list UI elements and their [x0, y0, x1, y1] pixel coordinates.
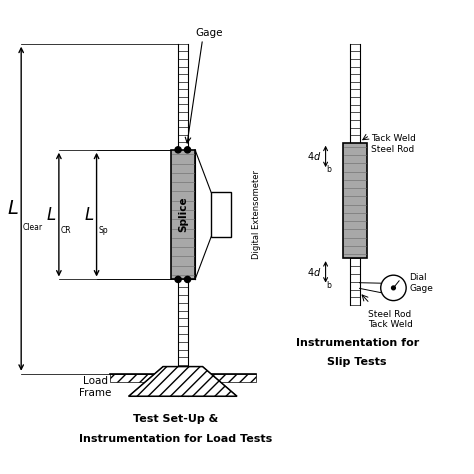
Text: Digital Extensometer: Digital Extensometer	[252, 170, 261, 259]
Bar	[343, 143, 367, 258]
Bar	[211, 192, 231, 237]
Text: Gage: Gage	[195, 28, 222, 38]
Circle shape	[184, 276, 191, 283]
Text: $\mathit{L}$: $\mathit{L}$	[46, 206, 56, 224]
Text: Clear: Clear	[23, 223, 43, 232]
Text: Splice: Splice	[178, 197, 188, 232]
Polygon shape	[128, 366, 237, 396]
Text: Load
Frame: Load Frame	[80, 376, 112, 398]
Circle shape	[184, 147, 191, 153]
Text: $\mathit{L}$: $\mathit{L}$	[7, 199, 19, 218]
Text: Tack Weld
Steel Rod: Tack Weld Steel Rod	[371, 134, 416, 154]
Text: Steel Rod
Tack Weld: Steel Rod Tack Weld	[368, 310, 413, 329]
Circle shape	[392, 286, 395, 290]
Text: Instrumentation for: Instrumentation for	[295, 338, 419, 348]
Text: Slip Tests: Slip Tests	[328, 357, 387, 367]
Text: Instrumentation for Load Tests: Instrumentation for Load Tests	[79, 434, 273, 444]
Text: Dial
Gage: Dial Gage	[410, 273, 433, 293]
Circle shape	[175, 147, 181, 153]
Text: b: b	[326, 281, 331, 290]
Text: b: b	[326, 165, 331, 174]
Text: $\mathit{L}$: $\mathit{L}$	[84, 206, 94, 224]
Text: CR: CR	[61, 227, 72, 236]
Circle shape	[381, 275, 406, 301]
Text: $4d$: $4d$	[307, 266, 322, 278]
Circle shape	[175, 276, 181, 283]
Text: $4d$: $4d$	[307, 150, 322, 163]
Text: Sp: Sp	[99, 227, 108, 236]
Text: Test Set-Up &: Test Set-Up &	[133, 414, 219, 424]
Bar	[171, 150, 195, 279]
